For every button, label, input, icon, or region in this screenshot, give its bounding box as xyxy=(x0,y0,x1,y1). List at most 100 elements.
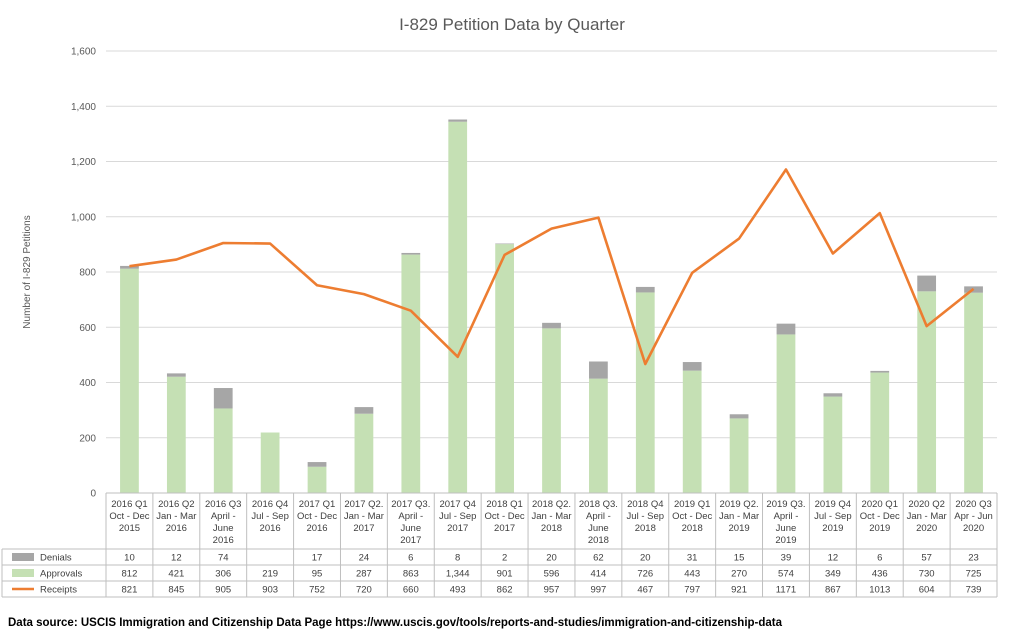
receipts-value: 467 xyxy=(637,585,653,596)
category-label-line: 2020 Q1 xyxy=(862,499,898,510)
category-label-line: 2018 Q4 xyxy=(627,499,663,510)
category-label-line: Jan - Mar xyxy=(907,511,947,522)
receipts-value: 867 xyxy=(825,585,841,596)
category-label: 2018 Q3. April -June 2018 xyxy=(579,499,618,546)
category-label-line: 2018 xyxy=(682,523,703,534)
approvals-value: 863 xyxy=(403,569,419,580)
approvals-bar xyxy=(213,408,233,493)
denials-bar xyxy=(635,286,655,293)
category-label-line: 2020 xyxy=(916,523,937,534)
receipts-value: 862 xyxy=(497,585,513,596)
category-label: 2019 Q3. April -June 2019 xyxy=(766,499,805,546)
category-label: 2019 Q1 Oct - Dec 2018 xyxy=(672,499,712,534)
denials-value: 10 xyxy=(124,553,135,564)
chart-title: I-829 Petition Data by Quarter xyxy=(399,15,625,34)
category-label-line: April - xyxy=(398,511,423,522)
category-label: 2016 Q4 Jul - Sep 2016 xyxy=(251,499,289,534)
receipts-value: 903 xyxy=(262,585,278,596)
y-tick-label: 600 xyxy=(79,323,96,334)
denials-bar xyxy=(401,252,421,255)
denials-value: 20 xyxy=(640,553,651,564)
approvals-value: 901 xyxy=(497,569,513,580)
category-label-line: 2016 Q4 xyxy=(252,499,288,510)
denials-bar xyxy=(542,322,561,329)
approvals-value: 725 xyxy=(966,569,982,580)
category-label: 2018 Q4 Jul - Sep 2018 xyxy=(627,499,665,534)
y-axis-label: Number of I-829 Petitions xyxy=(22,215,33,328)
category-label: 2016 Q2 Jan - Mar 2016 xyxy=(156,499,196,534)
approvals-bar xyxy=(823,396,843,493)
denials-bar xyxy=(917,275,937,292)
category-label-line: Jan - Mar xyxy=(156,511,196,522)
denials-value: 2 xyxy=(502,553,507,564)
approvals-value: 270 xyxy=(731,569,747,580)
category-label-line: 2019 Q3. xyxy=(766,499,805,510)
receipts-value: 752 xyxy=(309,585,325,596)
denials-value: 31 xyxy=(687,553,698,564)
approvals-legend-label: Approvals xyxy=(40,569,82,580)
category-label-line: April - xyxy=(586,511,611,522)
y-tick-label: 400 xyxy=(79,378,96,389)
category-label-line: June xyxy=(588,523,609,534)
denials-legend-key xyxy=(12,553,34,561)
denials-bar xyxy=(589,361,608,379)
category-label-line: 2018 Q1 xyxy=(486,499,522,510)
category-label-line: 2018 xyxy=(635,523,656,534)
category-label: 2019 Q2. Jan - Mar 2019 xyxy=(719,499,759,534)
y-tick-label: 1,000 xyxy=(71,212,96,223)
denials-bar xyxy=(776,323,796,335)
category-label-line: 2018 xyxy=(541,523,562,534)
category-label-line: Jul - Sep xyxy=(439,511,477,522)
receipts-value: 821 xyxy=(122,585,138,596)
denials-bar xyxy=(823,393,843,397)
category-label-line: Oct - Dec xyxy=(297,511,337,522)
denials-bar xyxy=(448,119,468,122)
receipts-value: 1171 xyxy=(776,585,796,596)
approvals-bar xyxy=(307,466,327,493)
denials-value: 57 xyxy=(921,553,932,564)
receipts-line xyxy=(129,168,975,366)
category-label-line: 2017 xyxy=(447,523,468,534)
y-tick-label: 1,600 xyxy=(71,47,96,58)
y-tick-label: 1,400 xyxy=(71,102,96,113)
approvals-value: 574 xyxy=(778,569,794,580)
approvals-value: 219 xyxy=(262,569,278,580)
approvals-bar xyxy=(448,121,468,493)
category-label-line: June xyxy=(776,523,797,534)
receipts-series-line xyxy=(129,168,975,366)
category-label-line: 2017 Q1 xyxy=(299,499,335,510)
category-label-line: 2019 xyxy=(822,523,843,534)
category-label-line: 2016 xyxy=(260,523,281,534)
denials-value: 74 xyxy=(218,553,229,564)
category-label-line: June xyxy=(401,523,422,534)
approvals-bar xyxy=(260,432,280,493)
receipts-value: 997 xyxy=(590,585,606,596)
denials-value: 39 xyxy=(781,553,792,564)
denials-bar xyxy=(307,462,327,467)
approvals-value: 730 xyxy=(919,569,935,580)
category-label-line: Jul - Sep xyxy=(251,511,289,522)
category-label-line: 2020 xyxy=(963,523,984,534)
approvals-bar xyxy=(870,372,890,493)
category-label-line: April - xyxy=(774,511,799,522)
denials-value: 62 xyxy=(593,553,604,564)
y-axis-ticks: 0 200 400 600 800 1,000 1,200 1,400 1,600 xyxy=(71,47,96,500)
category-label: 2018 Q1 Oct - Dec 2017 xyxy=(485,499,525,534)
receipts-value: 720 xyxy=(356,585,372,596)
category-label: 2016 Q3 April -June 2016 xyxy=(205,499,241,546)
category-label-line: 2017 xyxy=(353,523,374,534)
denials-value: 15 xyxy=(734,553,745,564)
approvals-value: 436 xyxy=(872,569,888,580)
category-label-line: 2015 xyxy=(119,523,140,534)
denials-value: 24 xyxy=(359,553,370,564)
category-label-line: June xyxy=(213,523,234,534)
approvals-bar xyxy=(776,334,796,493)
y-tick-label: 800 xyxy=(79,268,96,279)
category-label-line: 2016 Q1 xyxy=(111,499,147,510)
denials-bar xyxy=(354,407,374,414)
receipts-value: 905 xyxy=(215,585,231,596)
petition-chart: I-829 Petition Data by Quarter Number of… xyxy=(1,15,998,598)
category-label: 2017 Q3. April -June 2017 xyxy=(391,499,430,546)
category-label-line: Oct - Dec xyxy=(860,511,900,522)
